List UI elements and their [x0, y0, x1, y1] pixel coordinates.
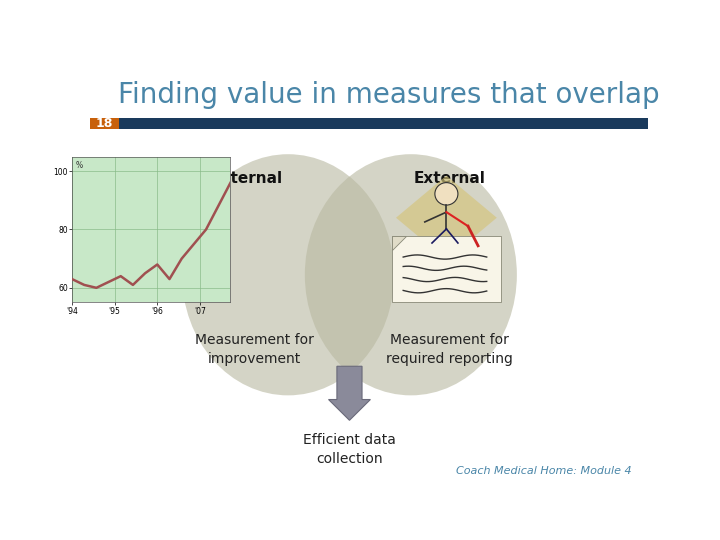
Ellipse shape: [305, 154, 517, 395]
Text: 18: 18: [96, 117, 113, 130]
Text: Finding value in measures that overlap: Finding value in measures that overlap: [118, 82, 660, 110]
Bar: [90, 118, 648, 129]
Text: Efficient data
collection: Efficient data collection: [303, 433, 396, 466]
Text: Internal: Internal: [215, 171, 283, 186]
Text: %: %: [75, 161, 82, 170]
Text: External: External: [414, 171, 486, 186]
Polygon shape: [396, 176, 497, 260]
FancyArrow shape: [328, 366, 370, 420]
Polygon shape: [392, 236, 406, 250]
Ellipse shape: [182, 154, 394, 395]
Text: Measurement for
required reporting: Measurement for required reporting: [387, 333, 513, 366]
Bar: [90, 118, 119, 129]
Text: Measurement for
improvement: Measurement for improvement: [195, 333, 314, 366]
Polygon shape: [392, 236, 501, 302]
Circle shape: [435, 183, 458, 205]
Text: Coach Medical Home: Module 4: Coach Medical Home: Module 4: [456, 467, 631, 476]
